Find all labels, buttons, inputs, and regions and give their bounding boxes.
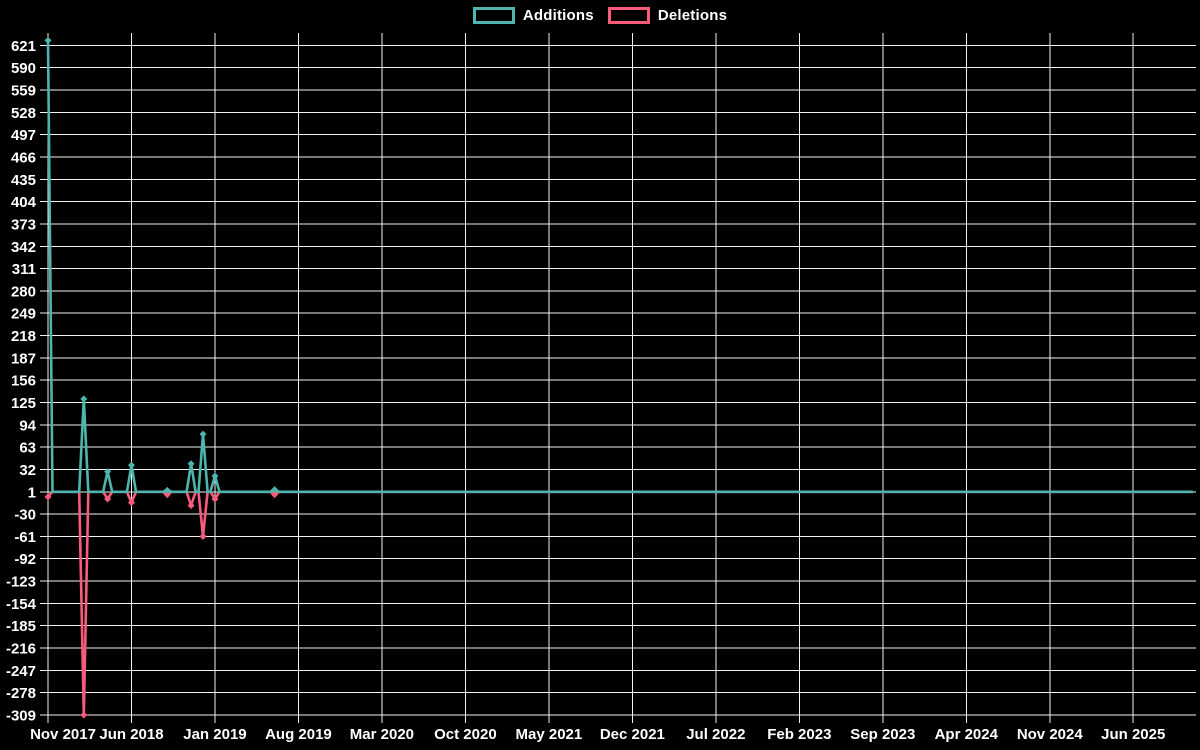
legend-label-deletions: Deletions [657,7,728,24]
additions-point-marker [271,486,279,494]
svg-text:-123: -123 [6,574,36,591]
additions-point-marker [211,472,219,480]
additions-point-marker [80,395,88,403]
legend-label-additions: Additions [522,7,594,24]
svg-text:-247: -247 [6,663,36,680]
x-axis-tick-labels: Nov 2017 Jun 2018 Jan 2019 Aug 2019 Mar 2020… [30,726,1165,743]
svg-text:559: 559 [11,83,36,100]
additions-swatch-icon [472,7,515,24]
svg-text:621: 621 [11,38,36,55]
svg-text:94: 94 [19,417,36,434]
svg-text:-92: -92 [14,551,36,568]
deletions-point-marker [187,501,195,509]
svg-text:-278: -278 [6,685,36,702]
svg-text:187: 187 [11,350,36,367]
chart-legend: Additions Deletions [0,7,1200,24]
svg-text:32: 32 [19,462,36,479]
deletions-point-marker [104,495,112,503]
svg-text:125: 125 [11,395,36,412]
svg-text:May 2021: May 2021 [516,726,583,743]
deletions-point-marker [163,491,171,499]
svg-text:373: 373 [11,216,36,233]
deletions-point-marker [271,491,279,499]
svg-text:156: 156 [11,373,36,390]
svg-text:-30: -30 [14,507,36,524]
svg-text:466: 466 [11,149,36,166]
svg-text:218: 218 [11,328,36,345]
additions-point-marker [163,486,171,494]
svg-text:280: 280 [11,283,36,300]
y-axis-tick-labels: 621 590 559 528 497 466 435 404 373 342 311 280 249 2… [6,38,37,725]
svg-text:Aug 2019: Aug 2019 [265,726,332,743]
additions-point-marker [104,468,112,476]
horizontal-gridlines [40,44,1196,716]
svg-text:Nov 2024: Nov 2024 [1017,726,1084,743]
svg-text:311: 311 [12,261,36,278]
svg-text:Jun 2025: Jun 2025 [1101,726,1165,743]
additions-point-marker [44,36,52,44]
svg-text:-216: -216 [6,641,36,658]
svg-text:342: 342 [11,239,36,256]
svg-text:Dec 2021: Dec 2021 [600,726,665,743]
additions-point-marker [187,460,195,468]
svg-text:404: 404 [11,194,37,211]
legend-item-deletions[interactable]: Deletions [607,7,728,24]
svg-text:Nov 2017: Nov 2017 [30,726,96,743]
svg-text:Apr 2024: Apr 2024 [935,726,999,743]
deletions-point-marker [80,711,88,719]
additions-line [46,40,1193,494]
svg-text:528: 528 [11,105,36,122]
deletions-point-marker [199,532,207,540]
svg-text:Oct 2020: Oct 2020 [434,726,497,743]
vertical-gridlines [47,33,1134,723]
legend-item-additions[interactable]: Additions [472,7,594,24]
deletions-point-marker [127,499,135,507]
svg-text:-185: -185 [6,618,36,635]
data-series [44,36,1193,719]
svg-text:-61: -61 [14,529,36,546]
svg-text:435: 435 [11,172,36,189]
svg-text:Mar 2020: Mar 2020 [350,726,414,743]
svg-text:-154: -154 [6,596,37,613]
additions-point-marker [127,461,135,469]
additions-point-marker [199,430,207,438]
svg-text:-309: -309 [6,707,36,724]
svg-text:Jan 2019: Jan 2019 [183,726,246,743]
svg-text:590: 590 [11,60,36,77]
deletions-swatch-icon [607,7,650,24]
svg-text:249: 249 [11,306,36,323]
svg-text:Jul 2022: Jul 2022 [686,726,745,743]
deletions-point-marker [211,495,219,503]
svg-text:1: 1 [28,484,36,501]
svg-text:63: 63 [19,440,36,457]
svg-text:Sep 2023: Sep 2023 [850,726,915,743]
svg-text:Jun 2018: Jun 2018 [99,726,163,743]
svg-text:497: 497 [11,127,36,144]
deletions-point-marker [44,493,52,501]
svg-text:Feb 2023: Feb 2023 [767,726,831,743]
